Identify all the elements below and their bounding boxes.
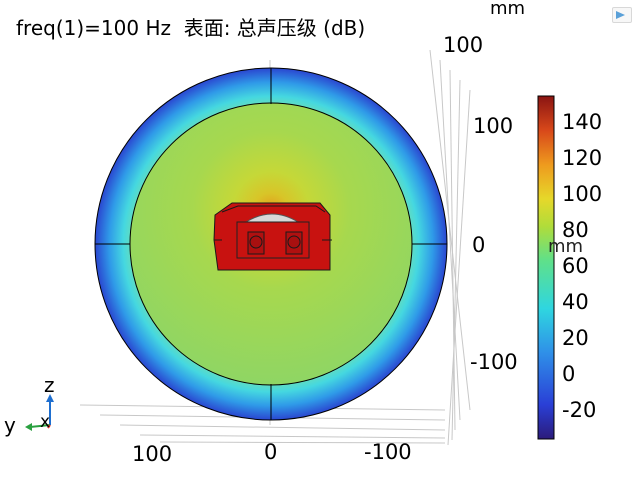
triad-y-label: y <box>4 413 16 437</box>
axis-unit-top: mm <box>490 0 526 19</box>
colorbar-label-120: 120 <box>562 146 603 170</box>
colorbar <box>537 95 555 440</box>
colorbar-label-140: 140 <box>562 110 603 134</box>
colorbar-label-60: 60 <box>562 254 589 278</box>
colorbar-label-40: 40 <box>562 290 589 314</box>
triad-x-label: x <box>40 412 51 432</box>
triad-z-label: z <box>44 373 55 397</box>
colorbar-label-80: 80 <box>562 218 589 242</box>
right-tick-2: 100 <box>473 114 514 138</box>
colorbar-label-neg20: -20 <box>562 398 597 422</box>
coordinate-triad-icon <box>25 394 54 431</box>
right-tick-3: 0 <box>472 233 486 257</box>
right-tick-1: 100 <box>443 33 484 57</box>
colorbar-label-0: 0 <box>562 362 576 386</box>
right-tick-4: -100 <box>470 350 518 374</box>
bottom-tick-3: -100 <box>364 440 412 464</box>
colorbar-label-20: 20 <box>562 326 589 350</box>
app-logo-icon <box>612 7 632 23</box>
plot-title: freq(1)=100 Hz 表面: 总声压级 (dB) <box>16 16 366 40</box>
device-geometry[interactable] <box>213 202 332 271</box>
bottom-tick-2: 0 <box>264 440 278 464</box>
colorbar-label-100: 100 <box>562 182 603 206</box>
axis-unit-middle: mm <box>548 236 584 257</box>
bottom-tick-1: 100 <box>132 442 173 466</box>
sphere-edges <box>95 68 447 420</box>
